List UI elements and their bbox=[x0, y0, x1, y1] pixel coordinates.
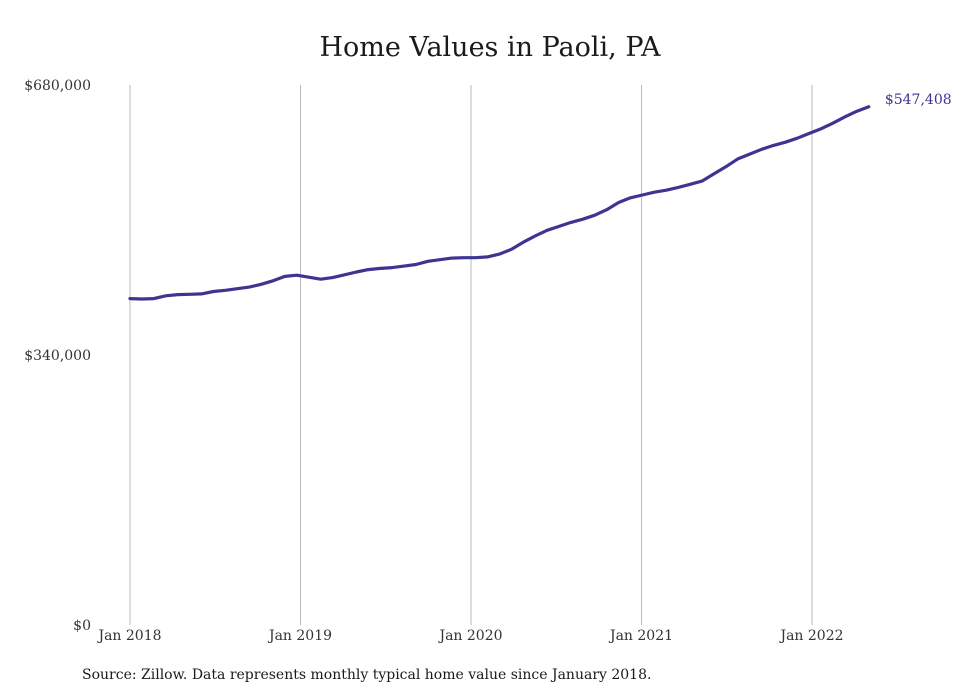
chart-title: Home Values in Paoli, PA bbox=[319, 32, 661, 63]
end-value-label: $547,408 bbox=[885, 92, 952, 108]
y-tick-label: $680,000 bbox=[24, 78, 91, 94]
x-tick-label: Jan 2019 bbox=[267, 628, 332, 644]
y-tick-label: $0 bbox=[73, 618, 91, 634]
x-tick-label: Jan 2018 bbox=[96, 628, 161, 644]
source-note: Source: Zillow. Data represents monthly … bbox=[82, 667, 652, 683]
x-tick-label: Jan 2021 bbox=[608, 628, 673, 644]
y-tick-label: $340,000 bbox=[24, 348, 91, 364]
x-tick-label: Jan 2020 bbox=[437, 628, 502, 644]
series-line bbox=[128, 105, 871, 301]
x-tick-label: Jan 2022 bbox=[778, 628, 843, 644]
